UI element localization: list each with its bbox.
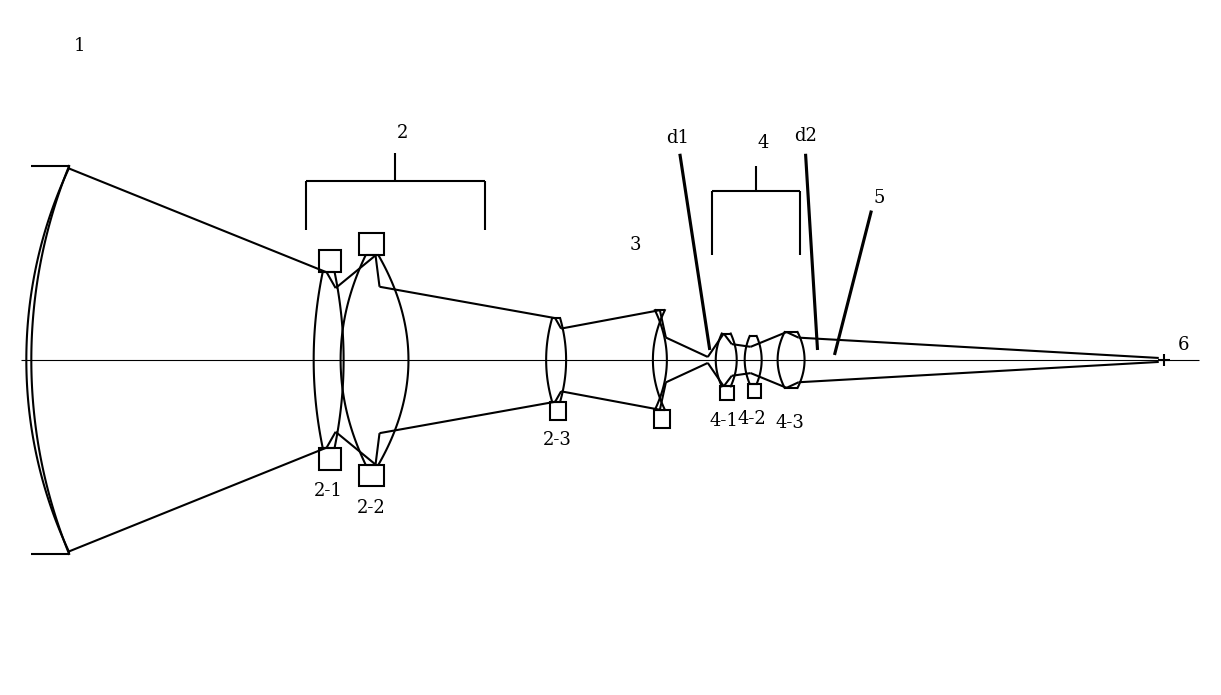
Bar (359, 464, 383, 486)
Text: 4-1: 4-1 (709, 412, 739, 430)
Bar (747, 384, 761, 398)
Bar (551, 402, 567, 420)
Text: 3: 3 (629, 236, 641, 254)
Bar (359, 234, 383, 255)
Text: d2: d2 (794, 127, 817, 145)
Bar (654, 410, 670, 427)
Text: 4: 4 (758, 134, 769, 152)
Text: 4-3: 4-3 (775, 414, 805, 432)
Text: 5: 5 (874, 188, 885, 206)
Text: d1: d1 (667, 129, 690, 147)
Bar (319, 250, 341, 272)
Bar (319, 448, 341, 470)
Text: 2-1: 2-1 (314, 482, 343, 500)
Text: 1: 1 (73, 38, 85, 55)
Text: 4-2: 4-2 (737, 410, 766, 427)
Text: 6: 6 (1178, 336, 1189, 354)
Bar (719, 386, 734, 400)
Text: 2-2: 2-2 (358, 499, 386, 517)
Text: 2: 2 (397, 124, 408, 142)
Text: 2-3: 2-3 (542, 431, 571, 449)
